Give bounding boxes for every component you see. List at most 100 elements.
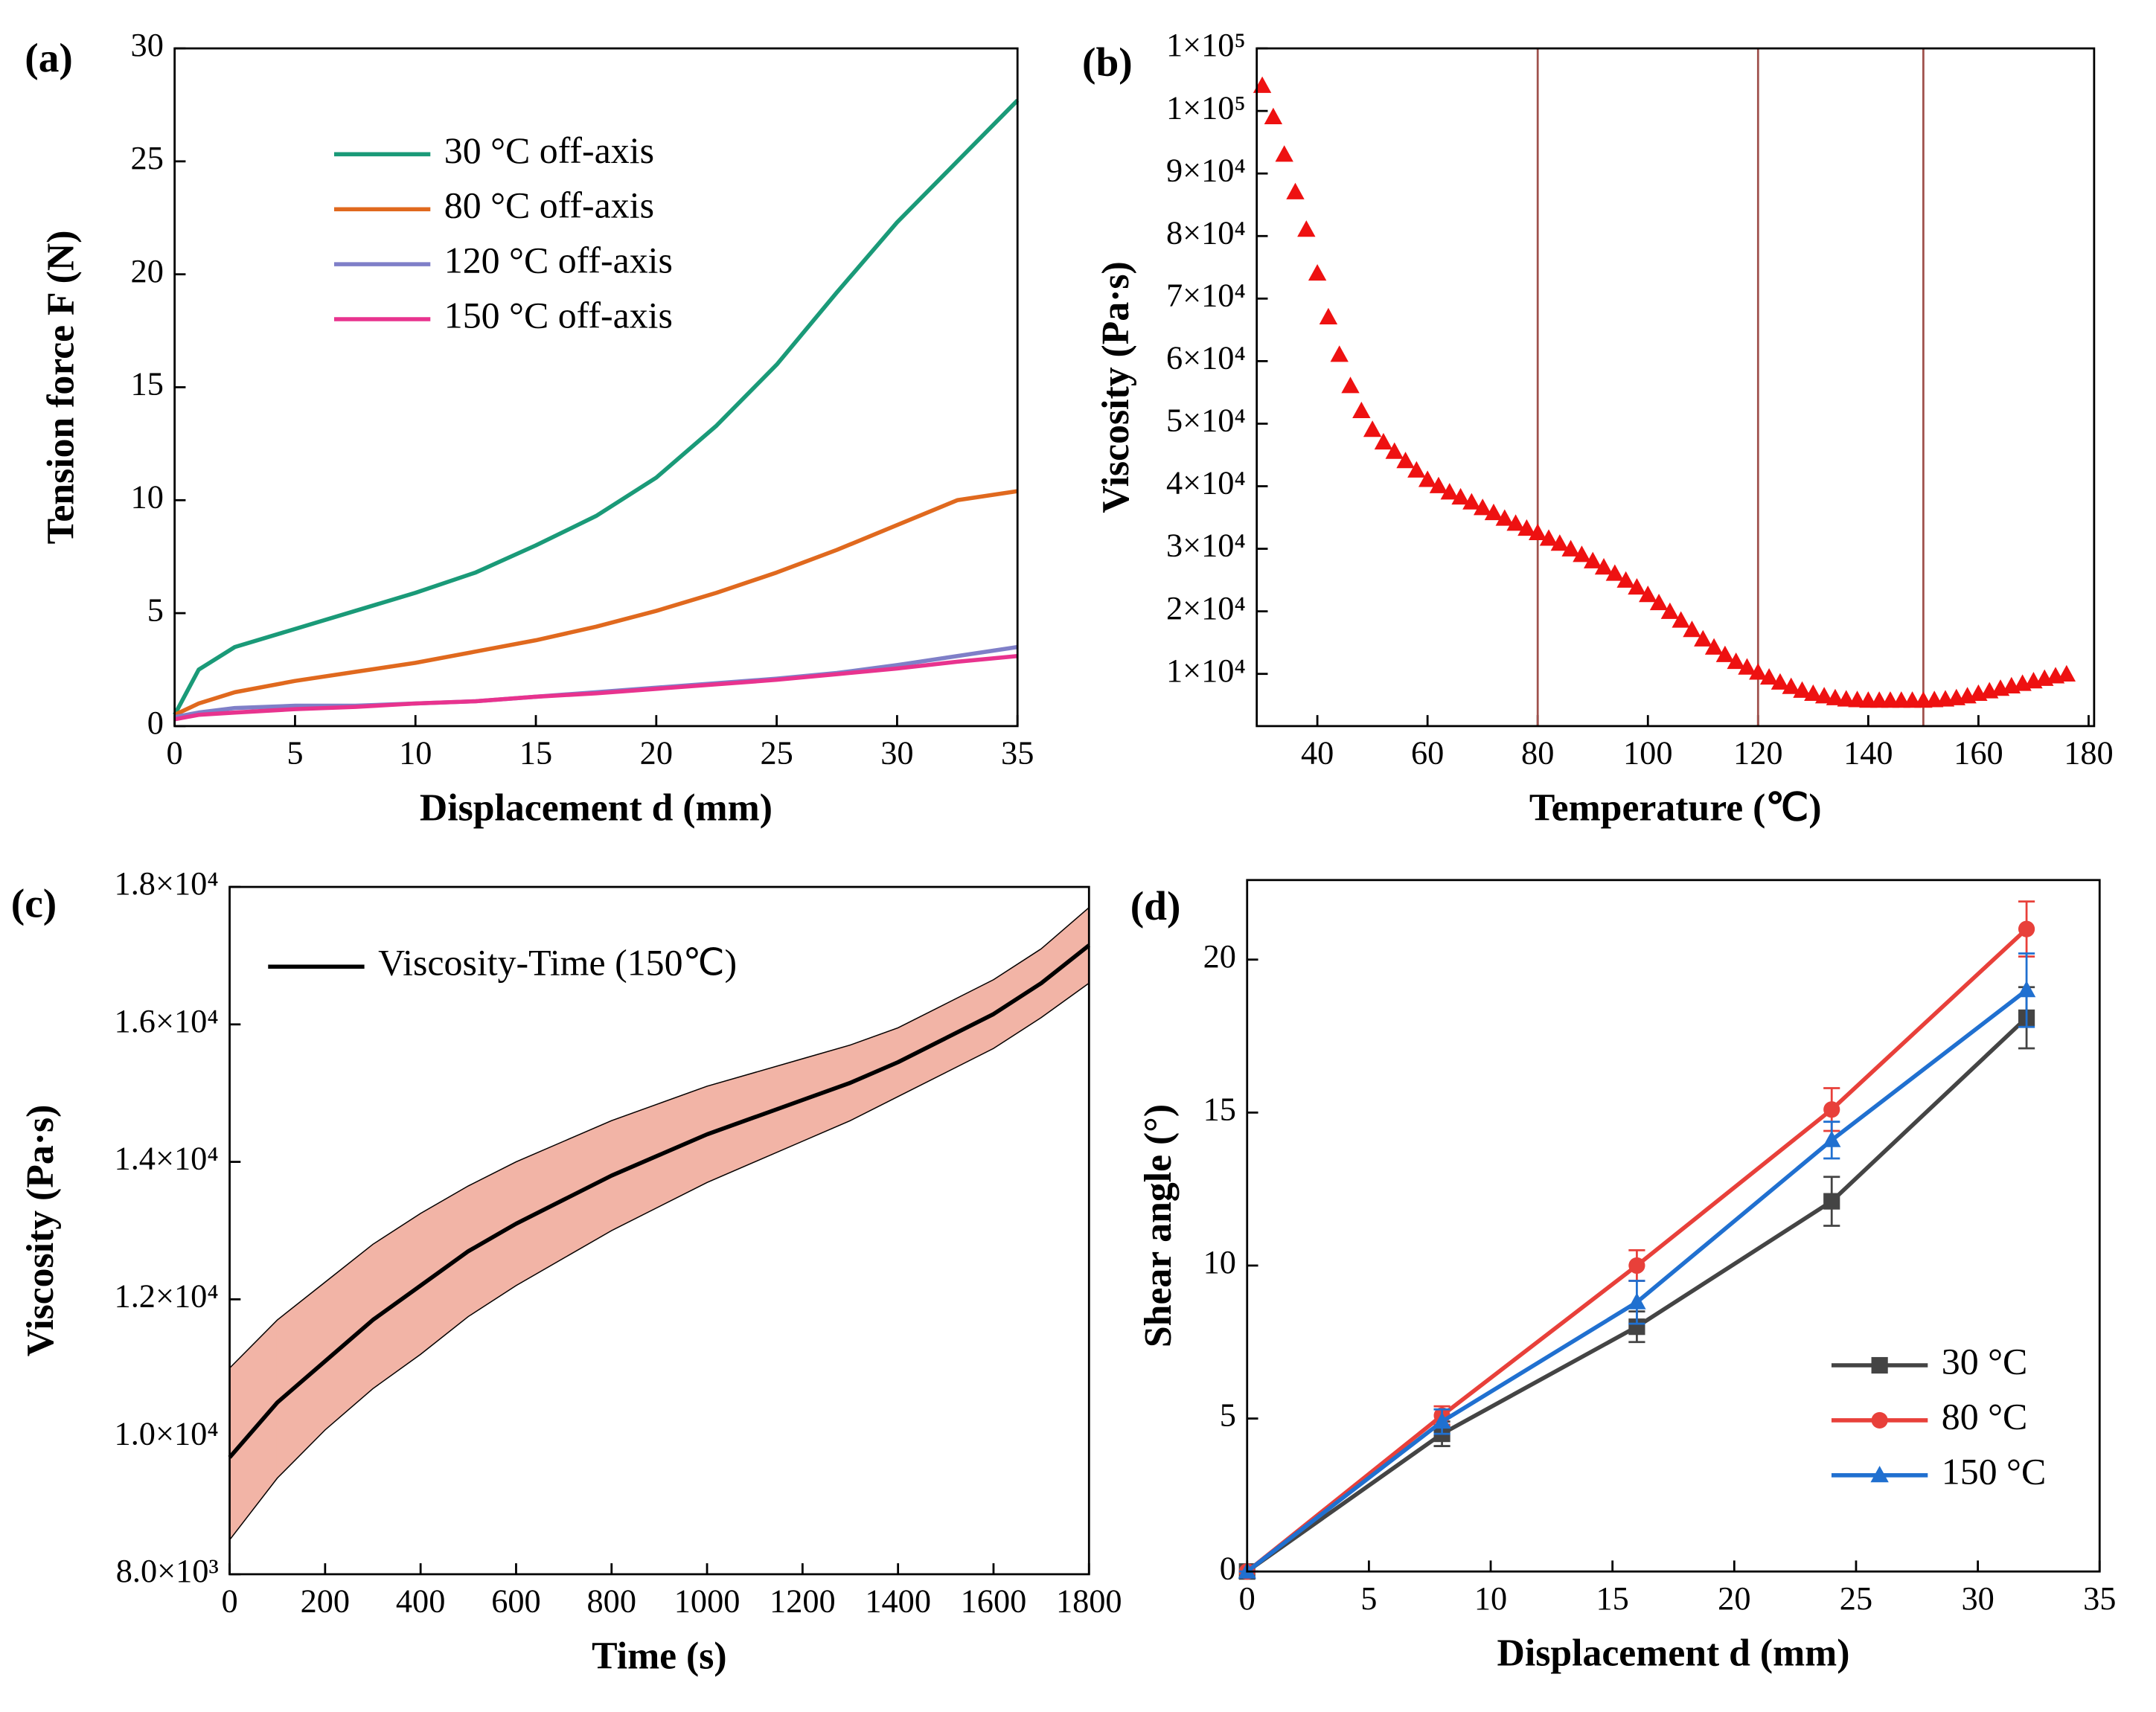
marker <box>1451 487 1470 505</box>
panel-label: (a) <box>25 35 73 80</box>
y-tick-label: 1.8×10⁴ <box>115 865 219 902</box>
x-tick-label: 120 <box>1733 734 1782 772</box>
marker <box>1871 1411 1888 1429</box>
y-tick-label: 8.0×10³ <box>116 1552 219 1589</box>
marker <box>1823 1101 1840 1118</box>
marker <box>1628 1257 1645 1275</box>
marker <box>1605 564 1625 581</box>
marker <box>1683 621 1701 638</box>
legend-label: 30 °C off-axis <box>444 130 654 171</box>
y-axis-title: Shear angle (°) <box>1137 1104 1180 1347</box>
x-tick-label: 10 <box>399 734 432 772</box>
marker <box>1727 652 1745 670</box>
marker <box>1804 684 1823 702</box>
y-tick-label: 8×10⁴ <box>1166 214 1246 251</box>
marker <box>1639 586 1657 603</box>
x-tick-label: 25 <box>1840 1580 1872 1617</box>
legend-label: 150 °C <box>1942 1451 2047 1492</box>
x-tick-label: 200 <box>301 1583 351 1620</box>
y-tick-label: 4×10⁴ <box>1166 464 1246 501</box>
x-tick-label: 40 <box>1301 734 1334 772</box>
x-tick-label: 0 <box>221 1583 237 1620</box>
x-tick-label: 0 <box>167 734 183 772</box>
marker <box>1616 571 1635 588</box>
x-tick-label: 30 <box>1961 1580 1994 1617</box>
line <box>228 943 1091 1459</box>
marker <box>1628 1292 1646 1309</box>
x-tick-label: 1600 <box>961 1583 1027 1620</box>
x-tick-label: 1000 <box>674 1583 740 1620</box>
marker <box>1264 107 1283 124</box>
x-tick-label: 30 <box>880 734 913 772</box>
legend-label: Viscosity-Time (150℃) <box>378 943 737 984</box>
x-axis-title: Displacement d (mm) <box>1497 1632 1849 1675</box>
marker <box>1407 461 1426 478</box>
x-tick-label: 180 <box>2064 734 2113 772</box>
x-tick-label: 140 <box>1843 734 1893 772</box>
legend-label: 120 °C off-axis <box>444 240 673 281</box>
marker <box>1814 687 1834 704</box>
marker <box>1704 638 1724 655</box>
x-tick-label: 1200 <box>770 1583 836 1620</box>
x-tick-label: 400 <box>396 1583 446 1620</box>
y-tick-label: 20 <box>1203 937 1236 975</box>
marker <box>1826 688 1845 705</box>
x-tick-label: 5 <box>1360 1580 1377 1617</box>
x-tick-label: 15 <box>519 734 552 772</box>
y-tick-label: 15 <box>131 365 164 403</box>
x-tick-label: 800 <box>587 1583 637 1620</box>
marker <box>1628 577 1646 595</box>
y-axis-title: Viscosity (Pa·s) <box>1095 261 1137 513</box>
marker <box>1539 529 1558 546</box>
y-tick-label: 5 <box>147 591 164 628</box>
y-tick-label: 10 <box>131 478 164 515</box>
marker <box>2057 664 2076 682</box>
marker <box>1694 629 1712 647</box>
x-tick-label: 25 <box>760 734 793 772</box>
line <box>174 654 1018 722</box>
y-tick-label: 1×10⁵ <box>1166 26 1246 63</box>
marker <box>1628 1318 1645 1336</box>
x-tick-label: 15 <box>1596 1580 1629 1617</box>
x-axis-title: Temperature (℃) <box>1529 786 1822 829</box>
y-tick-label: 20 <box>131 252 164 289</box>
marker <box>1848 690 1866 708</box>
marker <box>1429 476 1448 493</box>
y-tick-label: 1.4×10⁴ <box>115 1140 219 1177</box>
marker <box>1594 558 1613 575</box>
marker <box>1308 263 1327 281</box>
y-tick-label: 15 <box>1203 1091 1236 1128</box>
marker <box>1495 509 1514 526</box>
y-tick-label: 3×10⁴ <box>1166 527 1246 564</box>
legend-label: 80 °C <box>1942 1396 2028 1437</box>
marker <box>1517 519 1536 536</box>
plot-frame <box>1246 879 2101 1573</box>
band-edge <box>228 982 1090 1541</box>
y-axis-title: Tension force F (N) <box>40 231 83 545</box>
band-edge <box>229 907 1090 1369</box>
marker <box>1749 663 1768 680</box>
marker <box>1473 498 1492 516</box>
marker <box>1286 182 1305 199</box>
marker <box>1660 602 1680 619</box>
x-tick-label: 60 <box>1411 734 1444 772</box>
x-tick-label: 35 <box>1001 734 1034 772</box>
panel-label: (c) <box>11 881 57 926</box>
marker <box>2018 920 2035 937</box>
x-tick-label: 600 <box>491 1583 541 1620</box>
panel-label: (b) <box>1082 39 1133 85</box>
marker <box>1529 523 1547 540</box>
marker <box>1871 1356 1888 1374</box>
x-tick-label: 10 <box>1474 1580 1507 1617</box>
marker <box>1319 307 1338 324</box>
marker <box>1759 668 1779 685</box>
marker <box>1837 690 1855 707</box>
y-tick-label: 1×10⁵ <box>1166 89 1246 126</box>
y-tick-label: 5 <box>1220 1397 1236 1434</box>
band <box>324 1243 374 1432</box>
y-tick-label: 9×10⁴ <box>1166 151 1246 188</box>
marker <box>1561 539 1580 557</box>
plot-frame <box>228 885 1090 1576</box>
plot-frame <box>1255 47 2096 728</box>
y-tick-label: 6×10⁴ <box>1166 339 1246 376</box>
